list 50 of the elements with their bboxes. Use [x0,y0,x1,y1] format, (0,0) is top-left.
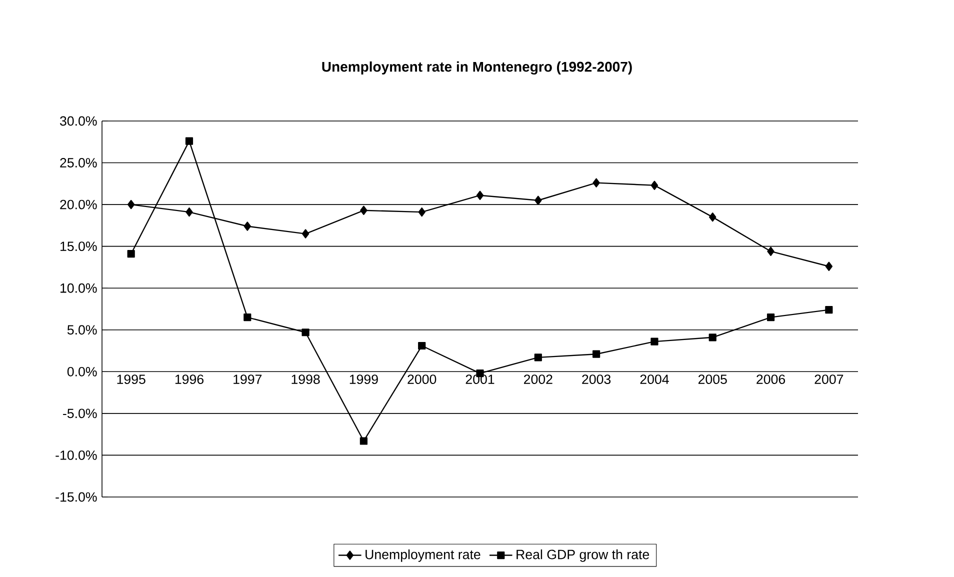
point [360,206,368,215]
x-tick-label: 2006 [756,374,786,384]
point [127,200,135,210]
point [302,229,310,238]
y-tick-label: 10.0% [60,283,97,293]
y-tick-label: -10.0% [56,450,97,460]
point [127,250,135,258]
x-tick-label: 2005 [698,374,727,384]
point [767,246,774,256]
point [825,262,833,271]
y-tick-label: 5.0% [67,325,97,335]
point [244,314,252,322]
point [534,196,542,205]
point [534,354,542,362]
point [709,212,716,222]
point [186,207,193,217]
x-tick-label: 1995 [117,374,146,384]
x-tick-label: 2000 [408,374,436,384]
point [592,178,600,188]
point [418,342,426,350]
x-tick-label: 2003 [582,374,611,384]
point [185,137,194,145]
point [708,334,716,342]
legend-label: Real GDP grow th rate [516,549,650,562]
x-tick-label: 1998 [292,374,320,384]
y-tick-label: 30.0% [60,116,97,126]
x-tick-label: 2002 [524,374,552,384]
y-tick-label: -5.0% [63,408,97,418]
point [650,338,658,346]
x-tick-label: 1999 [350,374,378,384]
point [592,350,600,358]
point [360,437,368,445]
x-tick-label: 2007 [814,374,844,384]
point [650,180,658,190]
y-tick-label: 15.0% [60,242,97,252]
point [418,207,426,217]
point [476,190,484,200]
y-tick-label: 25.0% [60,158,97,168]
x-tick-label: 1997 [234,374,262,384]
point [825,306,833,314]
y-tick-label: -15.0% [56,492,97,502]
x-tick-label: 1996 [175,374,204,384]
x-tick-label: 2004 [640,374,669,384]
point [302,328,310,336]
y-tick-label: 20.0% [60,200,97,210]
legend-label: Unemployment rate [366,549,480,562]
y-tick-label: 0.0% [67,366,97,376]
chart-title: Unemployment rate in Montenegro (1992-2007) [322,61,632,75]
point [244,222,251,231]
point [766,314,775,322]
